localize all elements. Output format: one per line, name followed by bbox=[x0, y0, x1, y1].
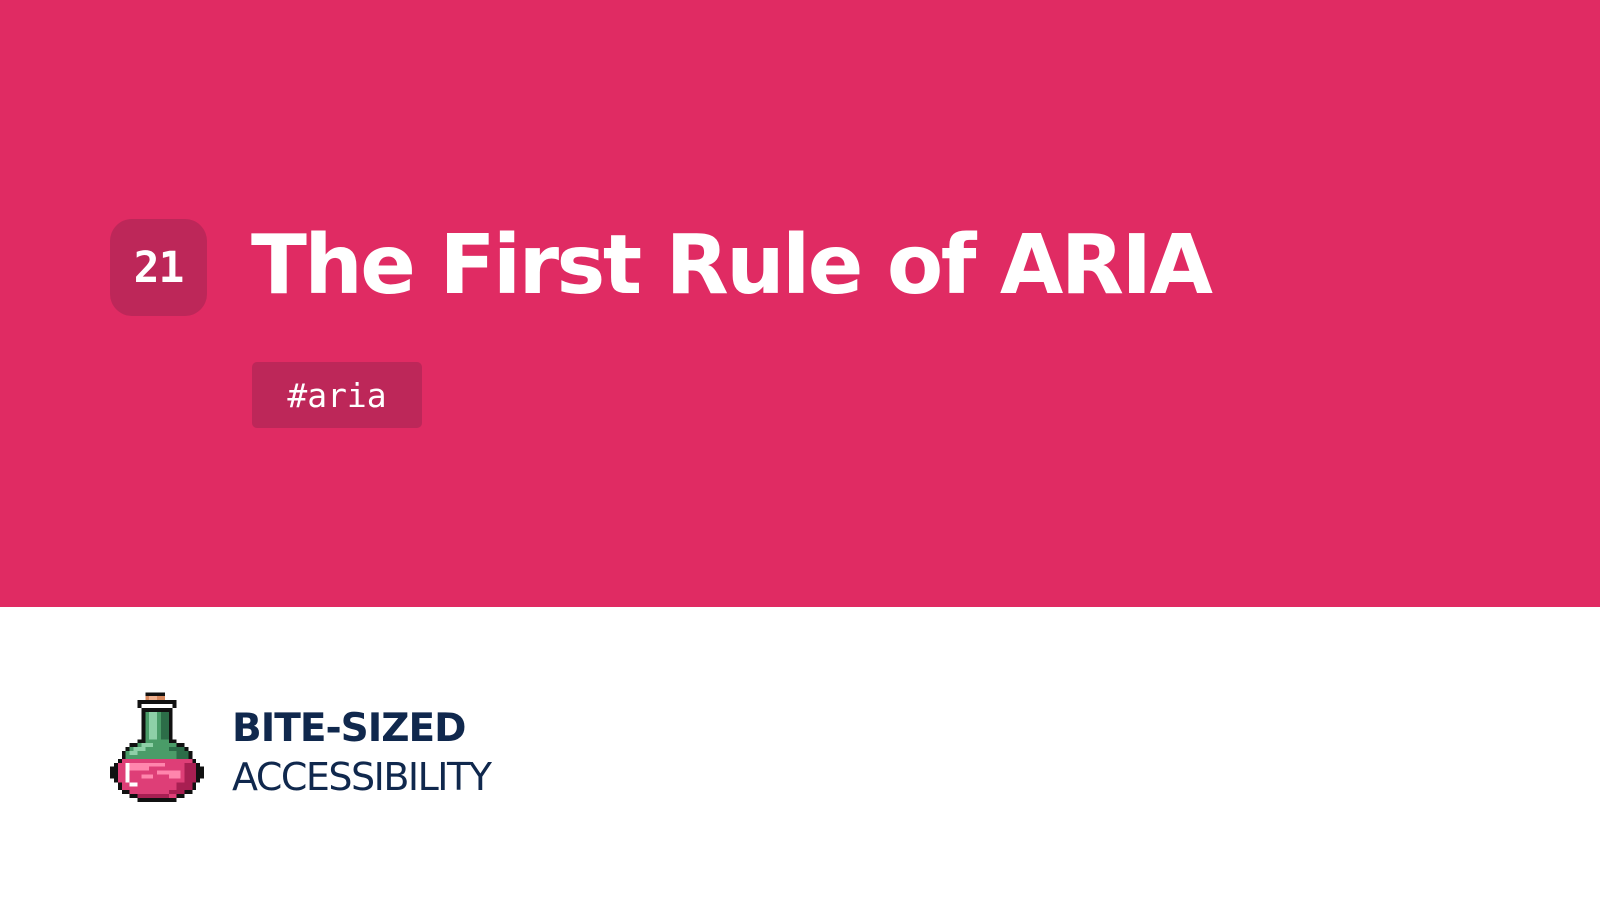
hero-banner: 21 The First Rule of ARIA #aria bbox=[0, 0, 1600, 607]
topic-tag: #aria bbox=[252, 362, 422, 428]
page-title: The First Rule of ARIA bbox=[251, 218, 1213, 313]
brand-name: BITE-SIZED ACCESSIBILITY bbox=[232, 705, 492, 801]
brand-line-accessibility: ACCESSIBILITY bbox=[232, 755, 492, 799]
brand-line-bite-sized: BITE-SIZED bbox=[232, 706, 467, 751]
potion-bottle-icon bbox=[110, 692, 204, 802]
brand-lockup: BITE-SIZED ACCESSIBILITY bbox=[110, 692, 492, 814]
episode-number-badge: 21 bbox=[110, 219, 207, 316]
